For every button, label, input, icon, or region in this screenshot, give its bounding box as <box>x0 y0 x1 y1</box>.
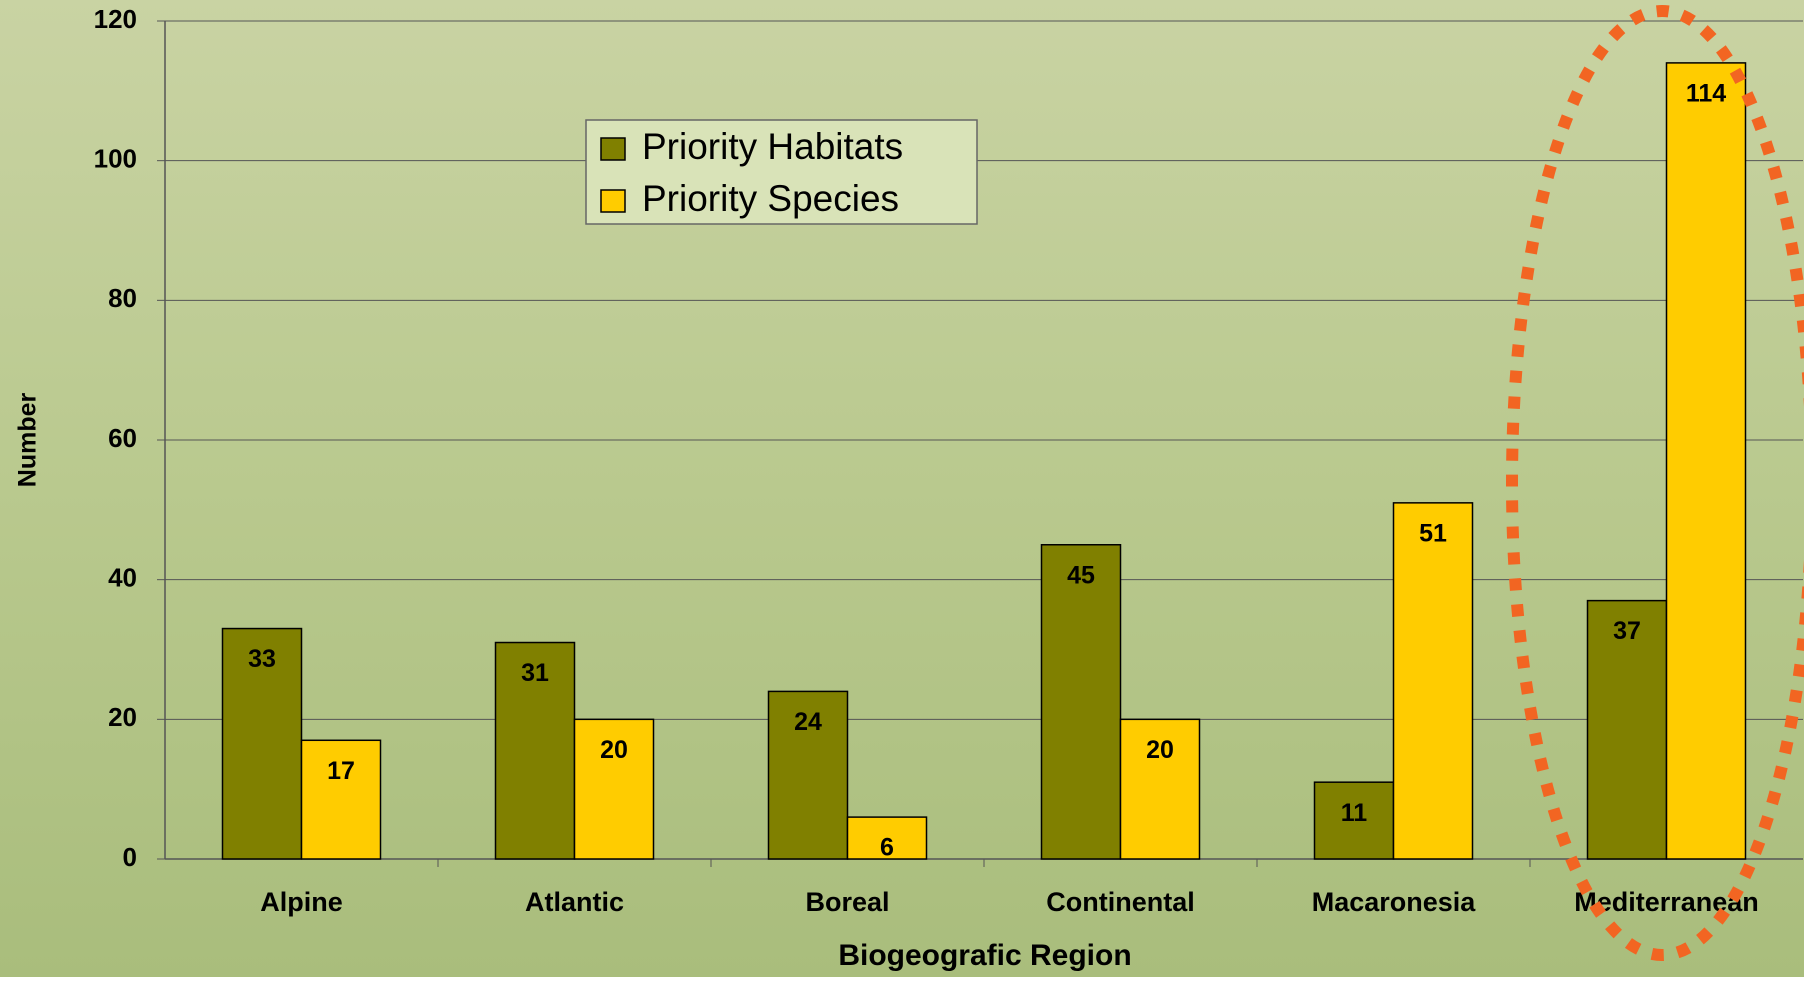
x-tick-label: Atlantic <box>525 887 624 917</box>
data-label: 17 <box>327 757 355 785</box>
bar <box>1665 62 1747 860</box>
data-label: 45 <box>1067 561 1095 589</box>
legend-label: Priority Species <box>642 178 899 219</box>
plot: 0 20 40 60 80 100 120 Alpine 33 17 Atlantic 31 20 Bor… <box>94 4 1803 917</box>
data-label: 6 <box>880 834 894 862</box>
x-axis-title: Biogeografic Region <box>838 939 1131 972</box>
highlight-ellipse <box>1506 5 1804 961</box>
bar <box>573 718 655 860</box>
y-tick-label: 120 <box>94 4 137 34</box>
x-tick-label: Boreal <box>805 887 889 917</box>
legend: Priority Habitats Priority Species <box>585 119 978 225</box>
x-tick-label: Mediterranean <box>1574 887 1759 917</box>
y-tick-label: 100 <box>94 144 137 174</box>
bar <box>300 739 382 860</box>
data-label: 31 <box>521 659 549 687</box>
data-label: 51 <box>1419 519 1447 547</box>
x-tick-label: Alpine <box>260 887 343 917</box>
y-tick-label: 60 <box>108 423 137 453</box>
bar <box>1119 718 1201 860</box>
bar <box>1040 544 1122 860</box>
y-tick-label: 40 <box>108 563 137 593</box>
bar <box>494 641 576 860</box>
bar <box>846 816 928 860</box>
bar <box>221 627 303 860</box>
data-label: 11 <box>1341 799 1368 827</box>
y-axis-title: Number <box>14 393 42 488</box>
legend-box <box>585 119 978 225</box>
x-tick-label: Continental <box>1046 887 1195 917</box>
legend-label: Priority Habitats <box>642 126 903 167</box>
legend-swatch <box>600 189 626 213</box>
data-label: 20 <box>600 736 628 764</box>
data-label: 37 <box>1613 617 1641 645</box>
legend-swatch <box>600 137 626 161</box>
y-tick-label: 80 <box>108 283 137 313</box>
bar <box>767 690 849 860</box>
y-tick-label: 0 <box>123 842 137 872</box>
data-label: 20 <box>1146 736 1174 764</box>
data-label: 24 <box>794 708 822 736</box>
bar <box>1392 502 1474 860</box>
bar <box>1586 599 1668 860</box>
data-label: 33 <box>248 645 276 673</box>
x-tick-label: Macaronesia <box>1312 887 1477 917</box>
data-label: 114 <box>1686 80 1726 108</box>
y-tick-label: 20 <box>108 702 137 732</box>
